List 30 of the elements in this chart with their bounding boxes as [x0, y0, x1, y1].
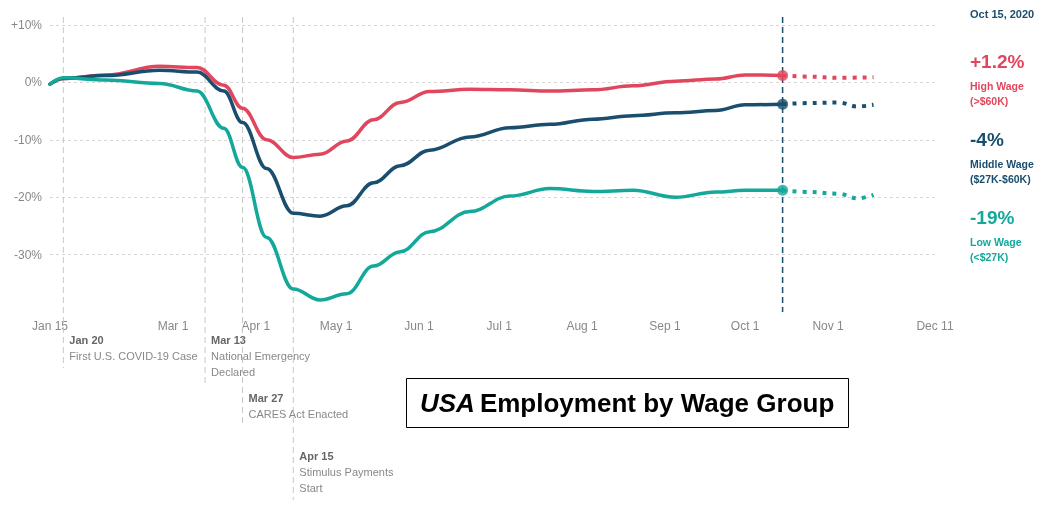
- y-tick-label: -10%: [13, 132, 43, 147]
- x-tick-label: Aug 1: [566, 319, 599, 333]
- x-tick-label: Jun 1: [404, 319, 434, 333]
- text: Low Wage (<$27K): [970, 235, 1022, 263]
- x-tick-label: Sep 1: [649, 319, 681, 333]
- y-tick-label: 0%: [24, 75, 43, 90]
- y-tick-label: -30%: [13, 247, 43, 262]
- ref-line-label: Mar 27 CARES Act Enacted: [248, 392, 349, 420]
- text: USA Employment by Wage Group: [420, 388, 835, 418]
- x-tick-label: Oct 1: [730, 319, 760, 333]
- text: Oct 15, 2020: [970, 7, 1035, 20]
- x-tick-label: May 1: [319, 319, 353, 333]
- ref-line-label: Mar 13 National Emergency Declared: [211, 334, 311, 378]
- text: -19%: [970, 207, 1015, 228]
- text: High Wage (>$60K): [970, 79, 1025, 107]
- y-tick-label: +10%: [10, 18, 43, 32]
- x-tick-label: Mar 1: [157, 319, 189, 333]
- ref-line-label: Jan 20 First U.S. COVID-19 Case: [69, 334, 198, 362]
- point: [777, 98, 789, 110]
- x-tick-label: Jul 1: [486, 319, 513, 333]
- y-tick-label: -20%: [13, 190, 43, 205]
- point: [777, 70, 789, 82]
- text: -4%: [970, 129, 1004, 150]
- text: Middle Wage ($27K-$60K): [970, 157, 1034, 185]
- ref-line-label: Apr 15 Stimulus Payments Start: [299, 450, 394, 494]
- text: +1.2%: [970, 51, 1025, 72]
- point: [777, 184, 789, 196]
- x-tick-label: Nov 1: [812, 319, 845, 333]
- x-tick-label: Jan 15: [31, 319, 69, 333]
- x-tick-label: Dec 11: [916, 319, 954, 333]
